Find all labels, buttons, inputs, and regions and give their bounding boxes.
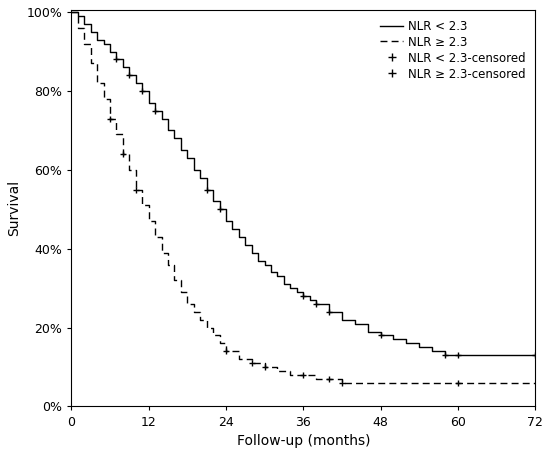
NLR ≥ 2.3 xyxy=(235,356,242,362)
NLR < 2.3-censored xyxy=(126,72,133,78)
NLR ≥ 2.3 xyxy=(390,380,397,385)
X-axis label: Follow-up (months): Follow-up (months) xyxy=(236,434,370,448)
NLR ≥ 2.3 xyxy=(403,380,410,385)
NLR ≥ 2.3-censored xyxy=(454,380,461,385)
NLR ≥ 2.3 xyxy=(68,10,75,15)
NLR ≥ 2.3-censored xyxy=(339,380,345,385)
NLR ≥ 2.3 xyxy=(133,187,139,192)
NLR < 2.3-censored xyxy=(326,309,332,314)
NLR ≥ 2.3 xyxy=(75,25,81,30)
NLR ≥ 2.3 xyxy=(364,380,371,385)
NLR ≥ 2.3 xyxy=(190,309,197,314)
NLR ≥ 2.3 xyxy=(145,218,152,224)
NLR ≥ 2.3 xyxy=(94,81,101,86)
NLR ≥ 2.3 xyxy=(164,262,171,267)
NLR < 2.3 xyxy=(300,293,306,299)
NLR < 2.3-censored xyxy=(454,353,461,358)
Line: NLR ≥ 2.3-censored: NLR ≥ 2.3-censored xyxy=(107,115,461,386)
NLR ≥ 2.3 xyxy=(287,372,294,378)
NLR ≥ 2.3 xyxy=(429,380,436,385)
Line: NLR ≥ 2.3: NLR ≥ 2.3 xyxy=(72,12,535,383)
NLR < 2.3-censored xyxy=(152,108,158,113)
NLR < 2.3 xyxy=(532,353,538,358)
NLR < 2.3 xyxy=(268,270,274,275)
NLR ≥ 2.3 xyxy=(300,372,306,378)
NLR < 2.3-censored xyxy=(300,293,306,299)
NLR ≥ 2.3 xyxy=(100,96,107,101)
NLR < 2.3-censored xyxy=(139,88,146,94)
NLR ≥ 2.3-censored xyxy=(249,360,255,366)
NLR ≥ 2.3 xyxy=(442,380,448,385)
NLR ≥ 2.3 xyxy=(506,380,513,385)
NLR ≥ 2.3 xyxy=(152,234,158,240)
NLR ≥ 2.3 xyxy=(158,250,165,255)
NLR ≥ 2.3 xyxy=(532,380,538,385)
NLR ≥ 2.3 xyxy=(184,301,191,307)
NLR ≥ 2.3-censored xyxy=(300,372,306,378)
NLR ≥ 2.3-censored xyxy=(133,187,139,192)
NLR ≥ 2.3-censored xyxy=(120,152,127,157)
NLR ≥ 2.3 xyxy=(210,333,216,338)
NLR < 2.3 xyxy=(75,13,81,19)
NLR ≥ 2.3 xyxy=(87,61,94,66)
Y-axis label: Survival: Survival xyxy=(7,180,21,237)
NLR ≥ 2.3 xyxy=(126,167,133,172)
NLR ≥ 2.3 xyxy=(377,380,384,385)
NLR ≥ 2.3 xyxy=(274,368,281,374)
NLR < 2.3-censored xyxy=(377,333,384,338)
NLR < 2.3 xyxy=(442,353,448,358)
NLR ≥ 2.3-censored xyxy=(223,349,229,354)
NLR ≥ 2.3 xyxy=(416,380,422,385)
NLR < 2.3-censored xyxy=(113,57,120,62)
NLR ≥ 2.3 xyxy=(216,341,223,346)
NLR ≥ 2.3 xyxy=(223,349,229,354)
NLR ≥ 2.3 xyxy=(139,202,146,208)
NLR ≥ 2.3 xyxy=(120,152,127,157)
NLR ≥ 2.3 xyxy=(493,380,500,385)
NLR ≥ 2.3 xyxy=(339,380,345,385)
NLR ≥ 2.3 xyxy=(468,380,474,385)
NLR < 2.3 xyxy=(197,175,204,181)
NLR ≥ 2.3 xyxy=(454,380,461,385)
NLR ≥ 2.3 xyxy=(326,376,332,382)
NLR ≥ 2.3-censored xyxy=(107,116,113,121)
NLR < 2.3-censored xyxy=(313,301,320,307)
NLR < 2.3 xyxy=(68,10,75,15)
NLR < 2.3-censored xyxy=(442,353,448,358)
NLR ≥ 2.3-censored xyxy=(261,364,268,370)
NLR ≥ 2.3 xyxy=(107,116,113,121)
NLR ≥ 2.3 xyxy=(351,380,358,385)
NLR ≥ 2.3 xyxy=(171,278,178,283)
NLR ≥ 2.3 xyxy=(519,380,526,385)
NLR ≥ 2.3 xyxy=(261,364,268,370)
NLR ≥ 2.3 xyxy=(480,380,487,385)
NLR ≥ 2.3 xyxy=(81,41,87,46)
NLR ≥ 2.3 xyxy=(204,325,210,330)
Line: NLR < 2.3-censored: NLR < 2.3-censored xyxy=(113,56,538,359)
Legend: NLR < 2.3, NLR ≥ 2.3, NLR < 2.3-censored, NLR ≥ 2.3-censored: NLR < 2.3, NLR ≥ 2.3, NLR < 2.3-censored… xyxy=(376,16,529,84)
Line: NLR < 2.3: NLR < 2.3 xyxy=(72,12,535,355)
NLR ≥ 2.3 xyxy=(113,131,120,137)
NLR < 2.3-censored xyxy=(532,353,538,358)
NLR ≥ 2.3 xyxy=(178,289,184,295)
NLR < 2.3-censored xyxy=(216,207,223,212)
NLR ≥ 2.3-censored xyxy=(326,376,332,382)
NLR ≥ 2.3 xyxy=(249,360,255,366)
NLR ≥ 2.3 xyxy=(313,376,320,382)
NLR < 2.3 xyxy=(287,285,294,291)
NLR < 2.3-censored xyxy=(204,187,210,192)
NLR < 2.3 xyxy=(364,329,371,334)
NLR ≥ 2.3 xyxy=(197,317,204,323)
